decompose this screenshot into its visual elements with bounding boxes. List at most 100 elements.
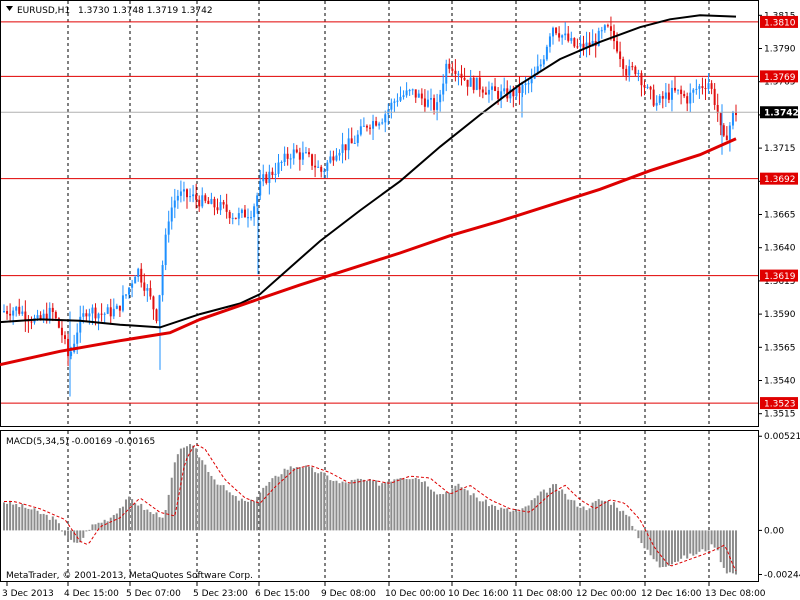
macd-bar: [216, 484, 219, 531]
macd-bar: [451, 488, 454, 531]
candle-body: [146, 288, 149, 291]
ohlc-values: 1.3730 1.3748 1.3719 1.3742: [78, 6, 213, 16]
macd-bar: [570, 499, 573, 531]
candle-body: [542, 59, 545, 65]
candle-body: [484, 92, 487, 95]
candle-body: [695, 88, 698, 90]
candle-body: [588, 42, 591, 47]
macd-bar: [393, 479, 396, 531]
macd-bar: [234, 496, 237, 531]
macd-bar: [524, 506, 527, 531]
macd-bar: [268, 481, 271, 531]
price-tick-label: 1.3640: [764, 244, 796, 254]
time-tick-label: 11 Dec 08:00: [512, 589, 573, 599]
candle-body: [567, 33, 570, 41]
macd-bar: [439, 494, 442, 531]
candle-body: [634, 66, 637, 75]
macd-bar: [542, 489, 545, 531]
candle-body: [640, 73, 643, 86]
macd-bar: [48, 519, 51, 531]
macd-bar: [646, 530, 649, 550]
candle-body: [335, 155, 338, 161]
macd-bar: [707, 530, 710, 551]
candle-body: [558, 33, 561, 38]
candle-body: [298, 152, 301, 160]
candle-body: [137, 268, 140, 277]
macd-bar: [6, 503, 9, 531]
candle-body: [683, 94, 686, 97]
candle-body: [658, 96, 661, 103]
candle-body: [552, 27, 554, 37]
time-tick-label: 6 Dec 15:00: [255, 589, 310, 599]
candle-body: [97, 313, 100, 319]
macd-bar: [301, 467, 304, 531]
macd-bar: [430, 489, 432, 531]
candle-body: [79, 316, 82, 333]
macd-bar: [347, 483, 350, 531]
candle-body: [375, 121, 378, 126]
candle-body: [512, 89, 515, 97]
macd-bar: [710, 530, 713, 545]
candle-body: [731, 112, 734, 126]
macd-bar: [545, 492, 548, 531]
macd-bar: [625, 514, 628, 531]
level-price-label: 1.3810: [764, 18, 796, 28]
candle-body: [585, 42, 588, 49]
macd-bar: [564, 493, 567, 531]
macd-bar: [433, 491, 436, 531]
macd-bar: [161, 517, 164, 531]
macd-bar: [317, 473, 320, 531]
macd-bar: [298, 467, 301, 531]
candle-body: [725, 135, 728, 141]
macd-bar: [375, 480, 378, 531]
time-tick-label: 12 Dec 16:00: [641, 589, 702, 599]
candle-body: [222, 202, 225, 205]
macd-bar: [725, 530, 728, 574]
macd-bar: [405, 479, 408, 531]
macd-bar: [472, 493, 475, 531]
candle-body: [372, 121, 375, 129]
candle-body: [600, 30, 603, 32]
candle-body: [423, 98, 426, 107]
level-price-label: 1.3769: [764, 73, 796, 83]
candle-body: [643, 85, 646, 88]
macd-bar: [609, 504, 612, 531]
macd-bar: [140, 503, 143, 531]
moving-average-fast[interactable]: [0, 14, 737, 329]
candle-body: [582, 43, 585, 49]
candle-body: [179, 191, 182, 196]
macd-bar: [344, 482, 347, 531]
macd-bar: [179, 448, 182, 531]
macd-bar: [600, 500, 603, 531]
candle-body: [57, 318, 60, 328]
macd-bar: [674, 530, 676, 563]
macd-bar: [158, 517, 161, 531]
macd-histogram: [3, 443, 737, 575]
macd-tick-label: -0.00244: [764, 570, 800, 580]
macd-bar: [231, 495, 234, 531]
current-price-badge: [760, 106, 798, 119]
candle-body: [356, 134, 359, 143]
candle-body: [51, 307, 54, 312]
macd-bar: [189, 444, 192, 531]
candle-body: [570, 38, 573, 41]
macd-bar: [341, 481, 344, 531]
candle-body: [359, 126, 362, 135]
candle-body: [561, 35, 564, 38]
candle-body: [719, 113, 722, 126]
moving-average-slow[interactable]: [0, 137, 737, 367]
dropdown-triangle-icon[interactable]: [6, 6, 13, 11]
candle-body: [295, 149, 298, 153]
macd-bar: [619, 511, 622, 531]
macd-bar: [582, 506, 585, 531]
macd-bar: [548, 487, 551, 531]
candle-body: [30, 321, 33, 323]
candle-body: [118, 305, 121, 311]
macd-bar: [280, 474, 283, 531]
candle-body: [539, 64, 542, 67]
candle-body: [323, 170, 326, 172]
candle-body: [332, 156, 335, 161]
macd-bar: [335, 480, 338, 531]
macd-bar: [88, 529, 91, 531]
candle-body: [466, 79, 469, 87]
